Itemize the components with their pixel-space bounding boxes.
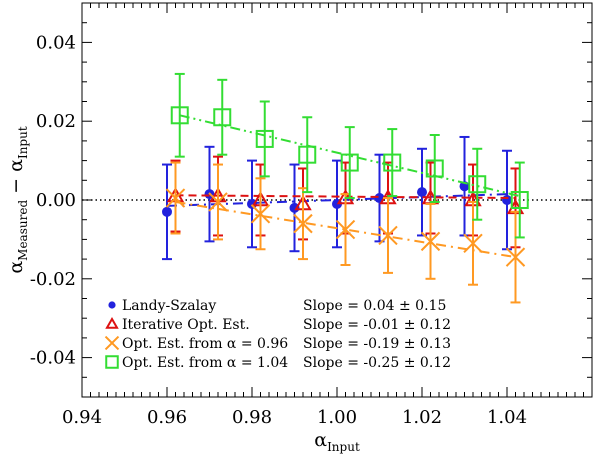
data-point bbox=[298, 145, 317, 164]
x-axis-title: αInput bbox=[314, 429, 360, 454]
series-3 bbox=[170, 72, 529, 239]
data-point bbox=[468, 175, 487, 194]
legend-label: Iterative Opt. Est. bbox=[122, 317, 250, 333]
data-point bbox=[293, 213, 313, 234]
legend-marker-stroke bbox=[104, 335, 120, 351]
data-point-stroke bbox=[208, 192, 228, 212]
x-tick-label: 0.98 bbox=[232, 407, 272, 428]
y-axis-title-base1: α bbox=[5, 261, 27, 274]
data-point bbox=[213, 108, 232, 127]
y-axis-title-mid: − bbox=[5, 172, 27, 200]
data-point bbox=[505, 247, 526, 267]
data-point bbox=[170, 106, 189, 125]
data-point-stroke bbox=[505, 247, 526, 267]
legend-label: Opt. Est. from α = 1.04 bbox=[122, 355, 288, 371]
legend-slope: Slope = -0.01 ± 0.12 bbox=[303, 317, 451, 333]
legend-slope: Slope = -0.19 ± 0.13 bbox=[303, 336, 451, 352]
y-tick-label: 0.00 bbox=[36, 190, 76, 211]
data-point bbox=[378, 225, 398, 246]
data-point bbox=[250, 204, 271, 224]
x-tick-label: 0.94 bbox=[62, 407, 102, 428]
data-point bbox=[162, 206, 172, 217]
data-point-stroke bbox=[420, 231, 441, 252]
data-point-stroke bbox=[165, 188, 186, 208]
x-tick-label: 0.96 bbox=[147, 407, 187, 428]
x-tick-label: 1.00 bbox=[317, 407, 357, 428]
legend-label: Opt. Est. from α = 0.96 bbox=[122, 336, 288, 352]
y-axis-title: αMeasured − αInput bbox=[5, 126, 30, 274]
data-point bbox=[340, 153, 359, 172]
data-point bbox=[165, 188, 186, 208]
legend-marker bbox=[105, 316, 119, 329]
legend: Landy-Szalay Slope = 0.04 ± 0.15 Iterative… bbox=[104, 298, 451, 371]
y-axis-title-base2: α bbox=[5, 159, 27, 172]
data-point-stroke bbox=[463, 233, 483, 254]
legend-slope: Slope = 0.04 ± 0.15 bbox=[303, 298, 446, 314]
y-tick-label: -0.02 bbox=[30, 269, 76, 290]
data-point-stroke bbox=[335, 219, 356, 240]
data-point bbox=[289, 202, 300, 213]
y-axis-title-sub2: Input bbox=[16, 126, 30, 159]
data-point bbox=[208, 192, 228, 212]
legend-slope: Slope = -0.25 ± 0.12 bbox=[303, 355, 451, 371]
data-point bbox=[425, 159, 444, 178]
data-point bbox=[420, 231, 441, 252]
data-point bbox=[383, 153, 402, 172]
legend-marker bbox=[105, 355, 119, 369]
x-axis-title-sub: Input bbox=[327, 440, 360, 454]
data-point-stroke bbox=[250, 204, 271, 224]
y-tick-label: -0.04 bbox=[30, 348, 76, 369]
tick-layer: 0.94 0.96 0.98 1.00 1.02 1.04 -0.04 -0.02 0.00 0.… bbox=[30, 2, 592, 428]
legend-marker bbox=[104, 335, 120, 351]
y-tick-label: 0.02 bbox=[36, 111, 76, 132]
data-point bbox=[255, 129, 274, 148]
legend-label: Landy-Szalay bbox=[122, 298, 216, 314]
y-tick-label: 0.04 bbox=[36, 32, 76, 53]
data-point-stroke bbox=[378, 225, 398, 246]
data-point bbox=[510, 191, 529, 209]
fit-line bbox=[179, 114, 520, 198]
y-axis-title-sub1: Measured bbox=[16, 200, 30, 261]
legend-marker bbox=[108, 301, 116, 309]
x-tick-label: 1.02 bbox=[402, 407, 442, 428]
data-layer bbox=[82, 72, 592, 304]
data-point bbox=[502, 195, 512, 205]
data-point bbox=[463, 233, 483, 254]
x-tick-label: 1.04 bbox=[487, 407, 527, 428]
fit-line bbox=[175, 200, 516, 259]
x-axis-title-base: α bbox=[314, 429, 327, 451]
data-point bbox=[417, 187, 427, 198]
data-point bbox=[335, 219, 356, 240]
data-point-stroke bbox=[293, 213, 313, 234]
series-2 bbox=[165, 161, 526, 304]
